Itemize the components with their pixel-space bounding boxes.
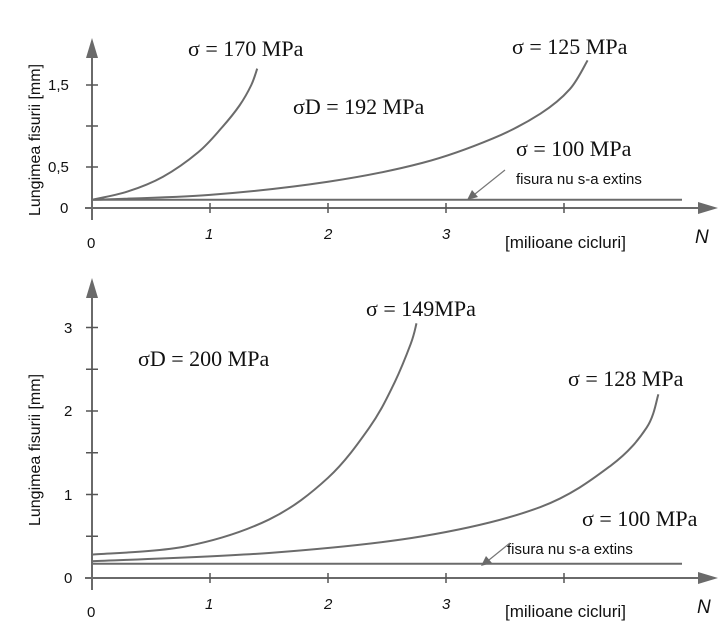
- top-sigma-d-label: σD = 192 MPa: [293, 94, 424, 119]
- bottom-ytick-label: 2: [64, 403, 72, 420]
- bottom-note-label: fisura nu s-a extins: [507, 541, 633, 558]
- bottom-x-symbol-label: N: [697, 597, 711, 618]
- top-note-arrow: [469, 169, 506, 199]
- top-series-line-1: [91, 68, 259, 201]
- top-ytick-label: 1,5: [48, 77, 69, 94]
- bottom-xtick-label: 0: [87, 604, 95, 621]
- bottom-series-line-1: [91, 323, 418, 556]
- bottom-xtick-label: 2: [323, 596, 333, 613]
- bottom-y-axis-arrow: [86, 278, 98, 298]
- top-series-label: σ = 125 MPa: [512, 34, 628, 59]
- bottom-xtick-label: 3: [442, 596, 451, 613]
- top-xtick-label: 2: [323, 226, 333, 243]
- top-series-lines: [91, 59, 682, 201]
- bottom-x-axis-arrow: [698, 572, 718, 584]
- bottom-xtick-label: 1: [205, 596, 213, 613]
- bottom-ytick-label: 3: [64, 320, 72, 337]
- top-x-axis-arrow: [698, 202, 718, 214]
- top-xtick-label: 3: [442, 226, 451, 243]
- top-series-line-2: [91, 59, 589, 201]
- bottom-series-label: σ = 100 MPa: [582, 506, 698, 531]
- top-ytick-label: 0: [60, 200, 68, 217]
- top-x-units-label: [milioane cicluri]: [505, 233, 626, 252]
- bottom-series-label: σ = 149MPa: [366, 296, 476, 321]
- bottom-y-axis-label: Lungimea fisurii [mm]: [27, 374, 44, 526]
- bottom-series-line-2: [91, 393, 660, 563]
- top-xtick-label: 1: [205, 226, 213, 243]
- bottom-ytick-label: 1: [64, 487, 72, 504]
- top-x-symbol-label: N: [695, 227, 709, 248]
- bottom-sigma-d-label: σD = 200 MPa: [138, 346, 269, 371]
- top-note-arrow-head: [467, 190, 478, 200]
- top-xtick-label: 0: [87, 235, 95, 252]
- top-tick-marks: [86, 84, 565, 213]
- top-note-label: fisura nu s-a extins: [516, 171, 642, 188]
- bottom-note-arrow-head: [481, 556, 492, 566]
- bottom-series-label: σ = 128 MPa: [568, 366, 684, 391]
- top-y-axis-arrow: [86, 38, 98, 58]
- top-series-label: σ = 100 MPa: [516, 136, 632, 161]
- top-series-label: σ = 170 MPa: [188, 36, 304, 61]
- bottom-x-units-label: [milioane cicluri]: [505, 602, 626, 621]
- chart-top: 0 0,5 1,5 0 1 2 3 Lungimea fisurii [mm] …: [27, 34, 718, 252]
- top-ytick-label: 0,5: [48, 159, 69, 176]
- top-y-axis-label: Lungimea fisurii [mm]: [27, 64, 44, 216]
- chart-bottom: 0 1 2 3 0 1 2 3 Lungimea fisurii [mm] [m…: [27, 278, 718, 621]
- bottom-series-lines: [91, 323, 682, 565]
- bottom-tick-marks: [86, 326, 565, 583]
- bottom-ytick-label: 0: [64, 570, 72, 587]
